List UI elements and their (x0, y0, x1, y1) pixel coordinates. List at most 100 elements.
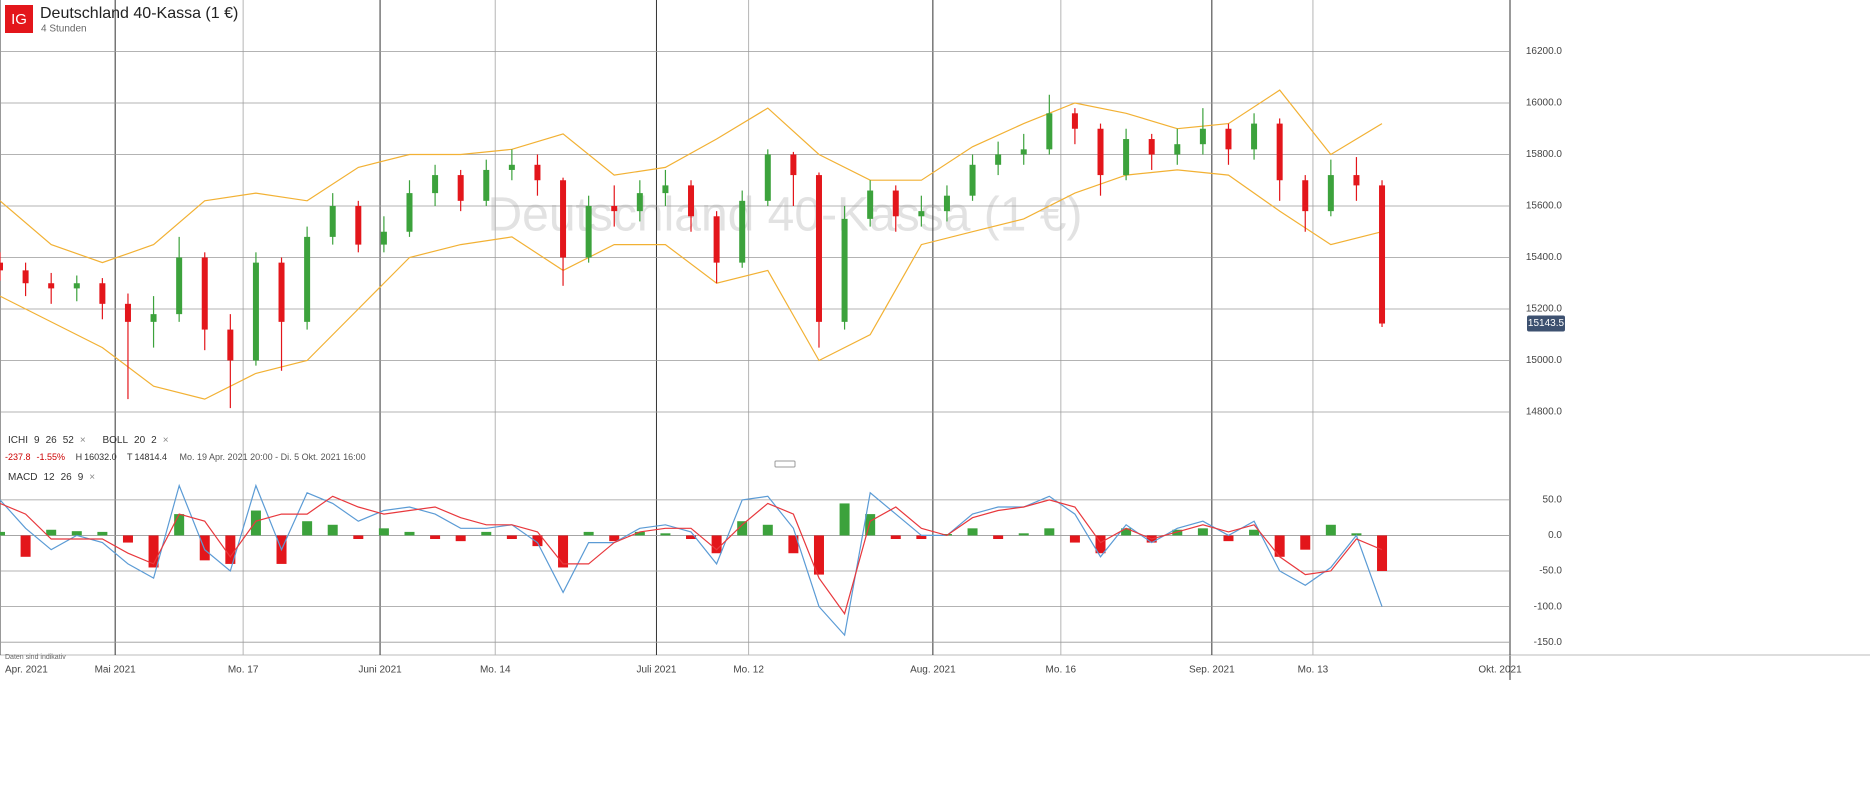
candle-body (943, 195, 950, 212)
candle-body (252, 262, 259, 361)
histogram-bar (762, 524, 773, 536)
histogram-bar (1325, 524, 1336, 536)
histogram-bar (455, 535, 466, 542)
close-button[interactable]: × (79, 435, 86, 446)
candle-body (739, 200, 746, 263)
legend-param: 20 (134, 435, 146, 446)
interval: 4 Stunden (41, 24, 87, 35)
histogram-bar (737, 521, 748, 536)
x-tick-label: Sep. 2021 (1189, 665, 1235, 676)
candle-body (636, 193, 643, 212)
date-range: Mo. 19 Apr. 2021 20:00 - Di. 5 Okt. 2021… (179, 452, 366, 462)
legend-param: 52 (62, 435, 74, 446)
y-tick-label: 16000.0 (1526, 98, 1563, 109)
candle-body (585, 205, 592, 258)
candle-body (99, 283, 106, 304)
histogram-bar (353, 535, 364, 540)
histogram-bar (404, 531, 415, 536)
candle-body (483, 169, 490, 201)
stats-row: -237.8 -1.55% H 16032.0 T 14814.4 Mo. 19 Ap… (5, 452, 372, 462)
candle-body (1327, 175, 1334, 212)
candle-body (227, 329, 234, 361)
logo: IG (11, 11, 27, 28)
legend-row: MACD 12 26 9 × (8, 472, 101, 483)
histogram-bar (1069, 535, 1080, 543)
candle-body (1123, 139, 1130, 176)
title: Deutschland 40-Kassa (1 €) (40, 5, 238, 22)
x-tick-label: Apr. 2021 (5, 665, 48, 676)
candle-body (1353, 175, 1360, 186)
watermark: Deutschland 40-Kassa (1 €) (488, 189, 1083, 242)
candle-body (611, 205, 618, 212)
legend-param: 2 (151, 435, 157, 446)
close-button[interactable]: × (162, 435, 169, 446)
y-tick-label: 0.0 (1548, 530, 1562, 541)
histogram-bar (97, 531, 108, 536)
candle-body (1302, 180, 1309, 212)
candle-body (1020, 149, 1027, 155)
candle-body (995, 154, 1002, 165)
histogram-bar (250, 510, 261, 536)
candle-body (176, 257, 183, 315)
candle-body (73, 283, 80, 289)
y-tick-label: 14800.0 (1526, 407, 1563, 418)
candle-body (1225, 128, 1232, 150)
histogram-bar (788, 535, 799, 554)
candle-body (1046, 113, 1053, 150)
close-button[interactable]: × (89, 472, 96, 483)
histogram-bar (1044, 528, 1055, 536)
candle-body (969, 164, 976, 196)
candle-body (355, 205, 362, 245)
histogram-bar (890, 535, 901, 540)
logo-box (5, 5, 33, 33)
low-label: T (126, 452, 133, 462)
signal-line (0, 495, 1383, 616)
histogram-bar (199, 535, 210, 561)
candle-body (304, 236, 311, 322)
candle-body (688, 185, 695, 217)
histogram-bar (1249, 529, 1260, 536)
legend-row: ICHI 9 26 52 × BOLL 20 2 × (8, 435, 175, 446)
candle-body (329, 205, 336, 237)
y-tick-label: 15800.0 (1526, 149, 1563, 160)
y-tick-label: 15000.0 (1526, 355, 1563, 366)
candle-body (432, 175, 439, 194)
candle-body (22, 270, 29, 284)
histogram-bar (122, 535, 133, 543)
candle-body (457, 175, 464, 201)
candle-body (790, 154, 797, 176)
histogram-bar (0, 531, 5, 536)
histogram-bar (660, 533, 671, 536)
candle-body (841, 218, 848, 322)
candle-body (1199, 128, 1206, 145)
legend-label: BOLL (102, 435, 129, 446)
histogram-bar (711, 535, 722, 554)
histogram-bar (148, 535, 159, 568)
candle-body (662, 185, 669, 194)
low: 14814.4 (134, 452, 168, 462)
histogram-bar (1018, 533, 1029, 536)
y-tick-label: 15600.0 (1526, 201, 1563, 212)
legend-param: 26 (60, 472, 72, 483)
panel-handle[interactable] (774, 460, 796, 468)
histogram-bar (327, 524, 338, 536)
high-label: H (75, 452, 83, 462)
y-tick-label: -150.0 (1534, 637, 1563, 648)
legend-param: 9 (77, 472, 84, 483)
histogram-bar (1197, 528, 1208, 536)
histogram-bar (634, 531, 645, 536)
histogram-bar (865, 514, 876, 536)
histogram-bar (1300, 535, 1311, 550)
histogram-bar (1223, 535, 1234, 542)
y-tick-label: 50.0 (1543, 495, 1563, 506)
histogram-bar (174, 514, 185, 536)
histogram-bar (71, 531, 82, 536)
candle-body (1251, 123, 1258, 150)
y-tick-label: -50.0 (1539, 566, 1562, 577)
x-tick-label: Mo. 12 (733, 665, 764, 676)
candle-body (892, 190, 899, 217)
histogram-bar (20, 535, 31, 557)
histogram-bar (1172, 529, 1183, 536)
